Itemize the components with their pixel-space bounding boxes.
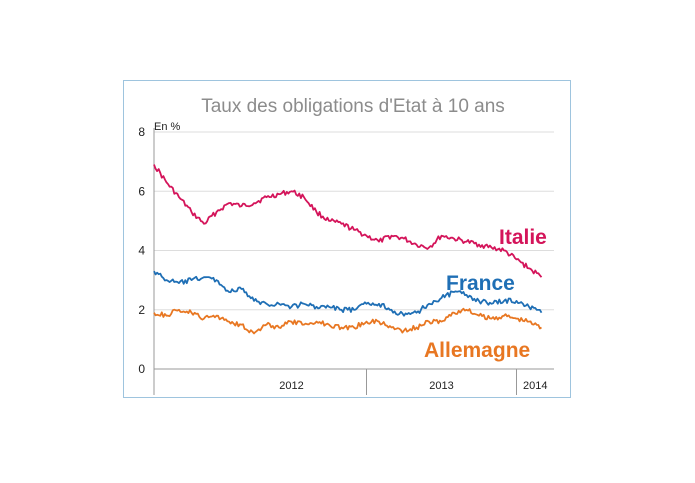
unit-label: En % bbox=[154, 121, 181, 133]
series-line-france bbox=[153, 270, 543, 317]
series-line-italie bbox=[153, 164, 543, 278]
y-tick-label: 2 bbox=[138, 303, 145, 317]
series-label-allemagne: Allemagne bbox=[424, 339, 530, 362]
series-label-france: France bbox=[446, 272, 515, 295]
x-year-label: 2012 bbox=[279, 380, 303, 392]
series-line-allemagne bbox=[153, 307, 542, 335]
chart-title: Taux des obligations d'Etat à 10 ans bbox=[201, 96, 505, 117]
y-tick-label: 8 bbox=[138, 125, 145, 139]
series-labels: Italie France Allemagne bbox=[424, 226, 547, 362]
y-tick-label: 4 bbox=[138, 244, 145, 258]
x-year-label: 2013 bbox=[429, 380, 453, 392]
series-label-italie: Italie bbox=[499, 226, 547, 249]
x-year-label: 2014 bbox=[523, 380, 547, 392]
y-tick-label: 6 bbox=[138, 184, 145, 198]
series-group bbox=[153, 164, 543, 335]
axes: 0 2 4 6 8 2012 2013 2014 bbox=[138, 125, 554, 395]
chart-frame: Taux des obligations d'Etat à 10 ans En … bbox=[123, 80, 571, 398]
chart-svg: Taux des obligations d'Etat à 10 ans En … bbox=[138, 96, 554, 395]
y-tick-label: 0 bbox=[138, 362, 145, 376]
